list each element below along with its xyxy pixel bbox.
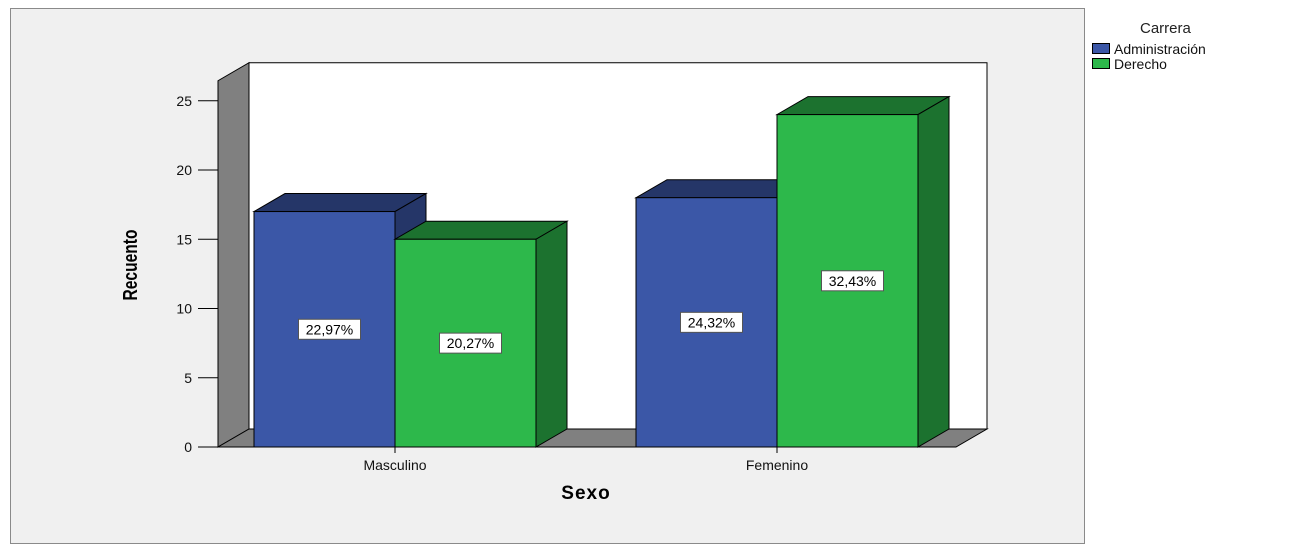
y-tick-label: 10 <box>176 301 192 317</box>
y-tick-label: 0 <box>184 439 192 455</box>
data-label: 20,27% <box>447 335 494 351</box>
legend-swatch-administracion <box>1092 43 1110 54</box>
left-wall <box>217 61 250 448</box>
y-tick-label: 5 <box>184 370 192 386</box>
y-tick-label: 20 <box>176 162 192 178</box>
legend-item-derecho: Derecho <box>1092 55 1287 72</box>
bar-derecho-femenino <box>776 114 919 448</box>
data-label: 22,97% <box>306 321 353 337</box>
legend-item-administracion: Administración <box>1092 40 1287 57</box>
legend: Carrera Administración Derecho <box>1092 20 1287 72</box>
x-tick-label: Masculino <box>363 457 426 473</box>
legend-label-administracion: Administración <box>1114 40 1206 57</box>
bar-side <box>917 95 950 448</box>
data-label: 32,43% <box>829 273 876 289</box>
legend-label-derecho: Derecho <box>1114 55 1167 72</box>
data-label-box <box>439 332 502 354</box>
legend-swatch-derecho <box>1092 58 1110 69</box>
bar-side <box>535 220 568 448</box>
x-tick-label: Femenino <box>746 457 808 473</box>
data-label-box <box>298 318 361 340</box>
y-tick-label: 25 <box>176 93 192 109</box>
x-axis-label: Sexo <box>561 483 610 504</box>
y-tick-label: 15 <box>176 231 192 247</box>
legend-title: Carrera <box>1140 20 1191 37</box>
data-label-box <box>821 270 884 292</box>
data-label-box <box>680 311 743 333</box>
data-label: 24,32% <box>688 314 735 330</box>
y-axis-label: Recuento <box>119 229 141 300</box>
